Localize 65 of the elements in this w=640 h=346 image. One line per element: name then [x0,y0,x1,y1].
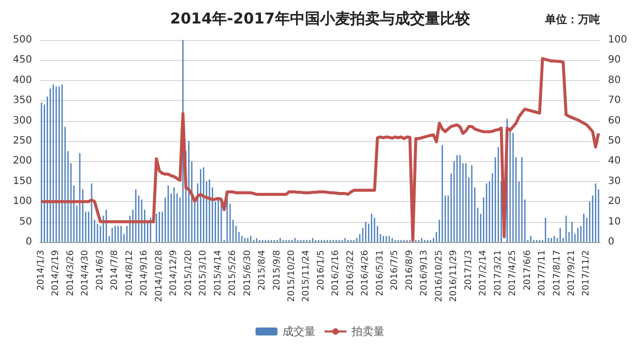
x-tick-label: 2017/3/21 [493,250,504,296]
x-tick-label: 2016/11/29 [449,250,460,302]
x-tick-label: 2016/3/22 [346,250,356,296]
y2-tick-label: 90 [608,54,621,66]
x-tick-label: 2015/3/10 [198,250,209,296]
x-tick-label: 2017/8/17 [552,250,562,296]
x-tick-label: 2014/10/28 [154,250,164,302]
y2-tick-label: 70 [608,95,621,106]
chart-title: 2014年-2017年中国小麦拍卖与成交量比较 [170,10,471,28]
x-tick-label: 2016/8/9 [404,250,415,290]
x-tick-label: 2017/6/6 [522,250,533,290]
y2-tick-label: 0 [608,236,614,248]
x-tick-label: 2014/12/9 [169,250,180,296]
y2-tick-label: 40 [608,156,621,167]
x-tick-label: 2016/5/31 [375,250,386,296]
x-tick-label: 2014/9/16 [140,250,150,296]
x-tick-label: 2014/6/3 [95,250,106,290]
x-tick-label: 2016/4/26 [360,250,371,296]
y-tick-label: 0 [26,236,32,248]
line-series [40,57,600,242]
x-tick-label: 2015/9/8 [272,250,282,290]
x-tick-label: 2017/11/2 [582,250,592,296]
y2-tick-label: 30 [608,176,621,187]
x-tick-label: 2017/7/11 [538,250,548,296]
legend-label: 成交量 [282,325,316,338]
x-tick-label: 2014/2/19 [51,250,62,296]
y-tick-label: 350 [12,95,32,106]
x-tick-label: 2016/10/25 [434,250,444,302]
x-tick-label: 2014/8/12 [124,250,135,296]
x-tick-label: 2015/1/20 [184,250,194,296]
x-tick-label: 2014/3/26 [66,250,76,296]
y-tick-label: 150 [12,176,32,187]
x-tick-label: 2016/2/16 [331,250,342,296]
legend-label: 拍卖量 [350,325,384,338]
x-tick-label: 2016/1/5 [316,250,326,290]
x-tick-label: 2016/7/5 [390,250,400,290]
x-tick-label: 2017/9/21 [567,250,577,296]
x-tick-label: 2017/4/25 [508,250,518,296]
x-tick-label: 2016/9/13 [420,250,430,296]
x-tick-label: 2015/4/14 [213,250,224,296]
x-tick-label: 2017/2/14 [478,250,489,296]
y2-tick-label: 20 [608,196,621,208]
x-tick-label: 2014/7/8 [110,250,120,290]
x-tick-label: 2014/1/3 [36,250,46,290]
y-tick-label: 400 [12,74,32,86]
x-tick-label: 2015/10/20 [287,250,297,302]
y-tick-label: 250 [12,136,32,146]
text: 单位：万吨 [544,13,600,26]
y-tick-label: 300 [12,115,32,126]
x-tick-label: 2015/8/4 [258,250,268,290]
y2-tick-label: 60 [608,115,621,126]
y-tick-label: 500 [12,34,32,46]
x-tick-label: 2014/4/30 [80,250,91,296]
y-tick-label: 200 [12,156,32,167]
x-tick-label: 2015/5/26 [228,250,238,296]
y-tick-label: 450 [12,54,32,66]
x-tick-label: 2015/6/30 [242,250,253,296]
y2-tick-label: 80 [608,74,621,86]
y2-tick-label: 10 [608,216,621,228]
y-tick-label: 50 [19,216,32,228]
x-tick-label: 2015/11/24 [302,250,312,302]
x-tick-label: 2017/1/3 [464,250,474,290]
y2-tick-label: 100 [608,34,628,46]
y-tick-label: 100 [12,196,32,208]
y2-tick-label: 50 [608,136,621,146]
